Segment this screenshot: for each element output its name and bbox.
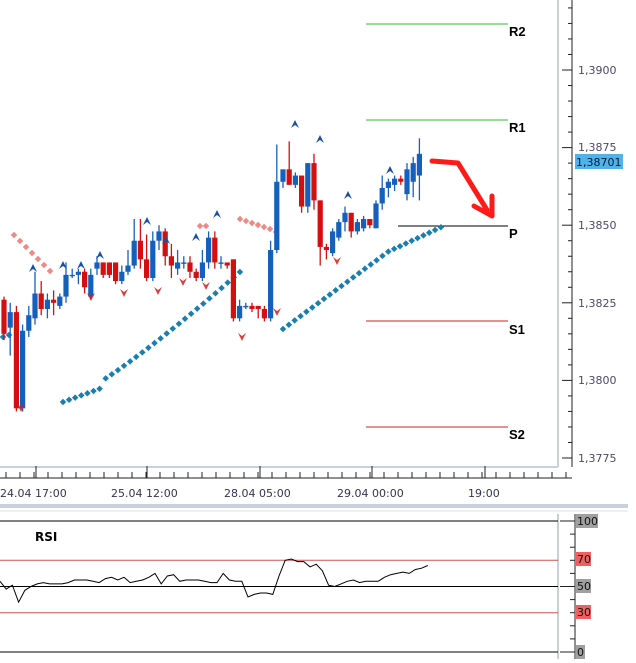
pivot-label-r1: R1 — [509, 120, 526, 135]
price-label-13875: 1,3875 — [578, 141, 617, 154]
rsi-tag-100-bg — [576, 514, 598, 528]
pivot-labels: R2 R1 P S1 S2 — [509, 24, 526, 442]
pivot-levels — [366, 23, 508, 428]
price-label-13775: 1,3775 — [578, 452, 617, 465]
rsi-title: RSI — [35, 530, 57, 544]
price-label-13900: 1,3900 — [578, 64, 617, 77]
current-price-label: 1,38701 — [576, 156, 622, 169]
time-label-5: 19:00 — [468, 487, 500, 500]
rsi-tag-50: 50 — [577, 580, 591, 593]
rsi-tag-30-bg — [576, 605, 591, 619]
fractal-markers — [17, 120, 394, 412]
price-label-13850: 1,3850 — [578, 219, 617, 232]
rsi-tag-70-bg — [576, 552, 591, 566]
price-label-13800: 1,3800 — [578, 374, 617, 387]
time-label-2: 25.04 12:00 — [111, 487, 178, 500]
rsi-levels — [0, 520, 558, 653]
rsi-tag-50-bg — [576, 579, 591, 593]
pane-separator[interactable] — [0, 504, 628, 508]
pivot-label-r2: R2 — [509, 24, 526, 39]
candlesticks — [1, 138, 422, 412]
price-label-13825: 1,3825 — [578, 297, 617, 310]
pivot-label-s1: S1 — [509, 322, 525, 337]
forecast-arrow-icon — [429, 158, 495, 219]
price-axis[interactable]: 1,3900 1,3875 1,38701 1,3850 1,3825 1,38… — [562, 0, 623, 467]
time-label-4: 29.04 00:00 — [337, 487, 404, 500]
current-price-badge — [575, 154, 623, 169]
price-pane[interactable]: R2 R1 P S1 S2 — [0, 0, 559, 468]
rsi-tag-100: 100 — [577, 515, 598, 528]
rsi-tag-70: 70 — [577, 553, 591, 566]
parabolic-sar — [0, 215, 445, 406]
time-label-3: 28.04 05:00 — [224, 487, 291, 500]
rsi-tag-0-bg — [576, 645, 585, 659]
time-axis[interactable]: 24.04 17:00 25.04 12:00 28.04 05:00 29.0… — [0, 466, 572, 500]
pivot-label-p: P — [509, 226, 518, 241]
time-label-1: 24.04 17:00 — [0, 487, 67, 500]
rsi-line — [0, 558, 428, 604]
rsi-pane[interactable]: RSI 100 70 50 30 0 — [0, 514, 598, 659]
pivot-label-s2: S2 — [509, 427, 525, 442]
rsi-tag-30: 30 — [577, 606, 591, 619]
rsi-tag-0: 0 — [577, 646, 584, 659]
